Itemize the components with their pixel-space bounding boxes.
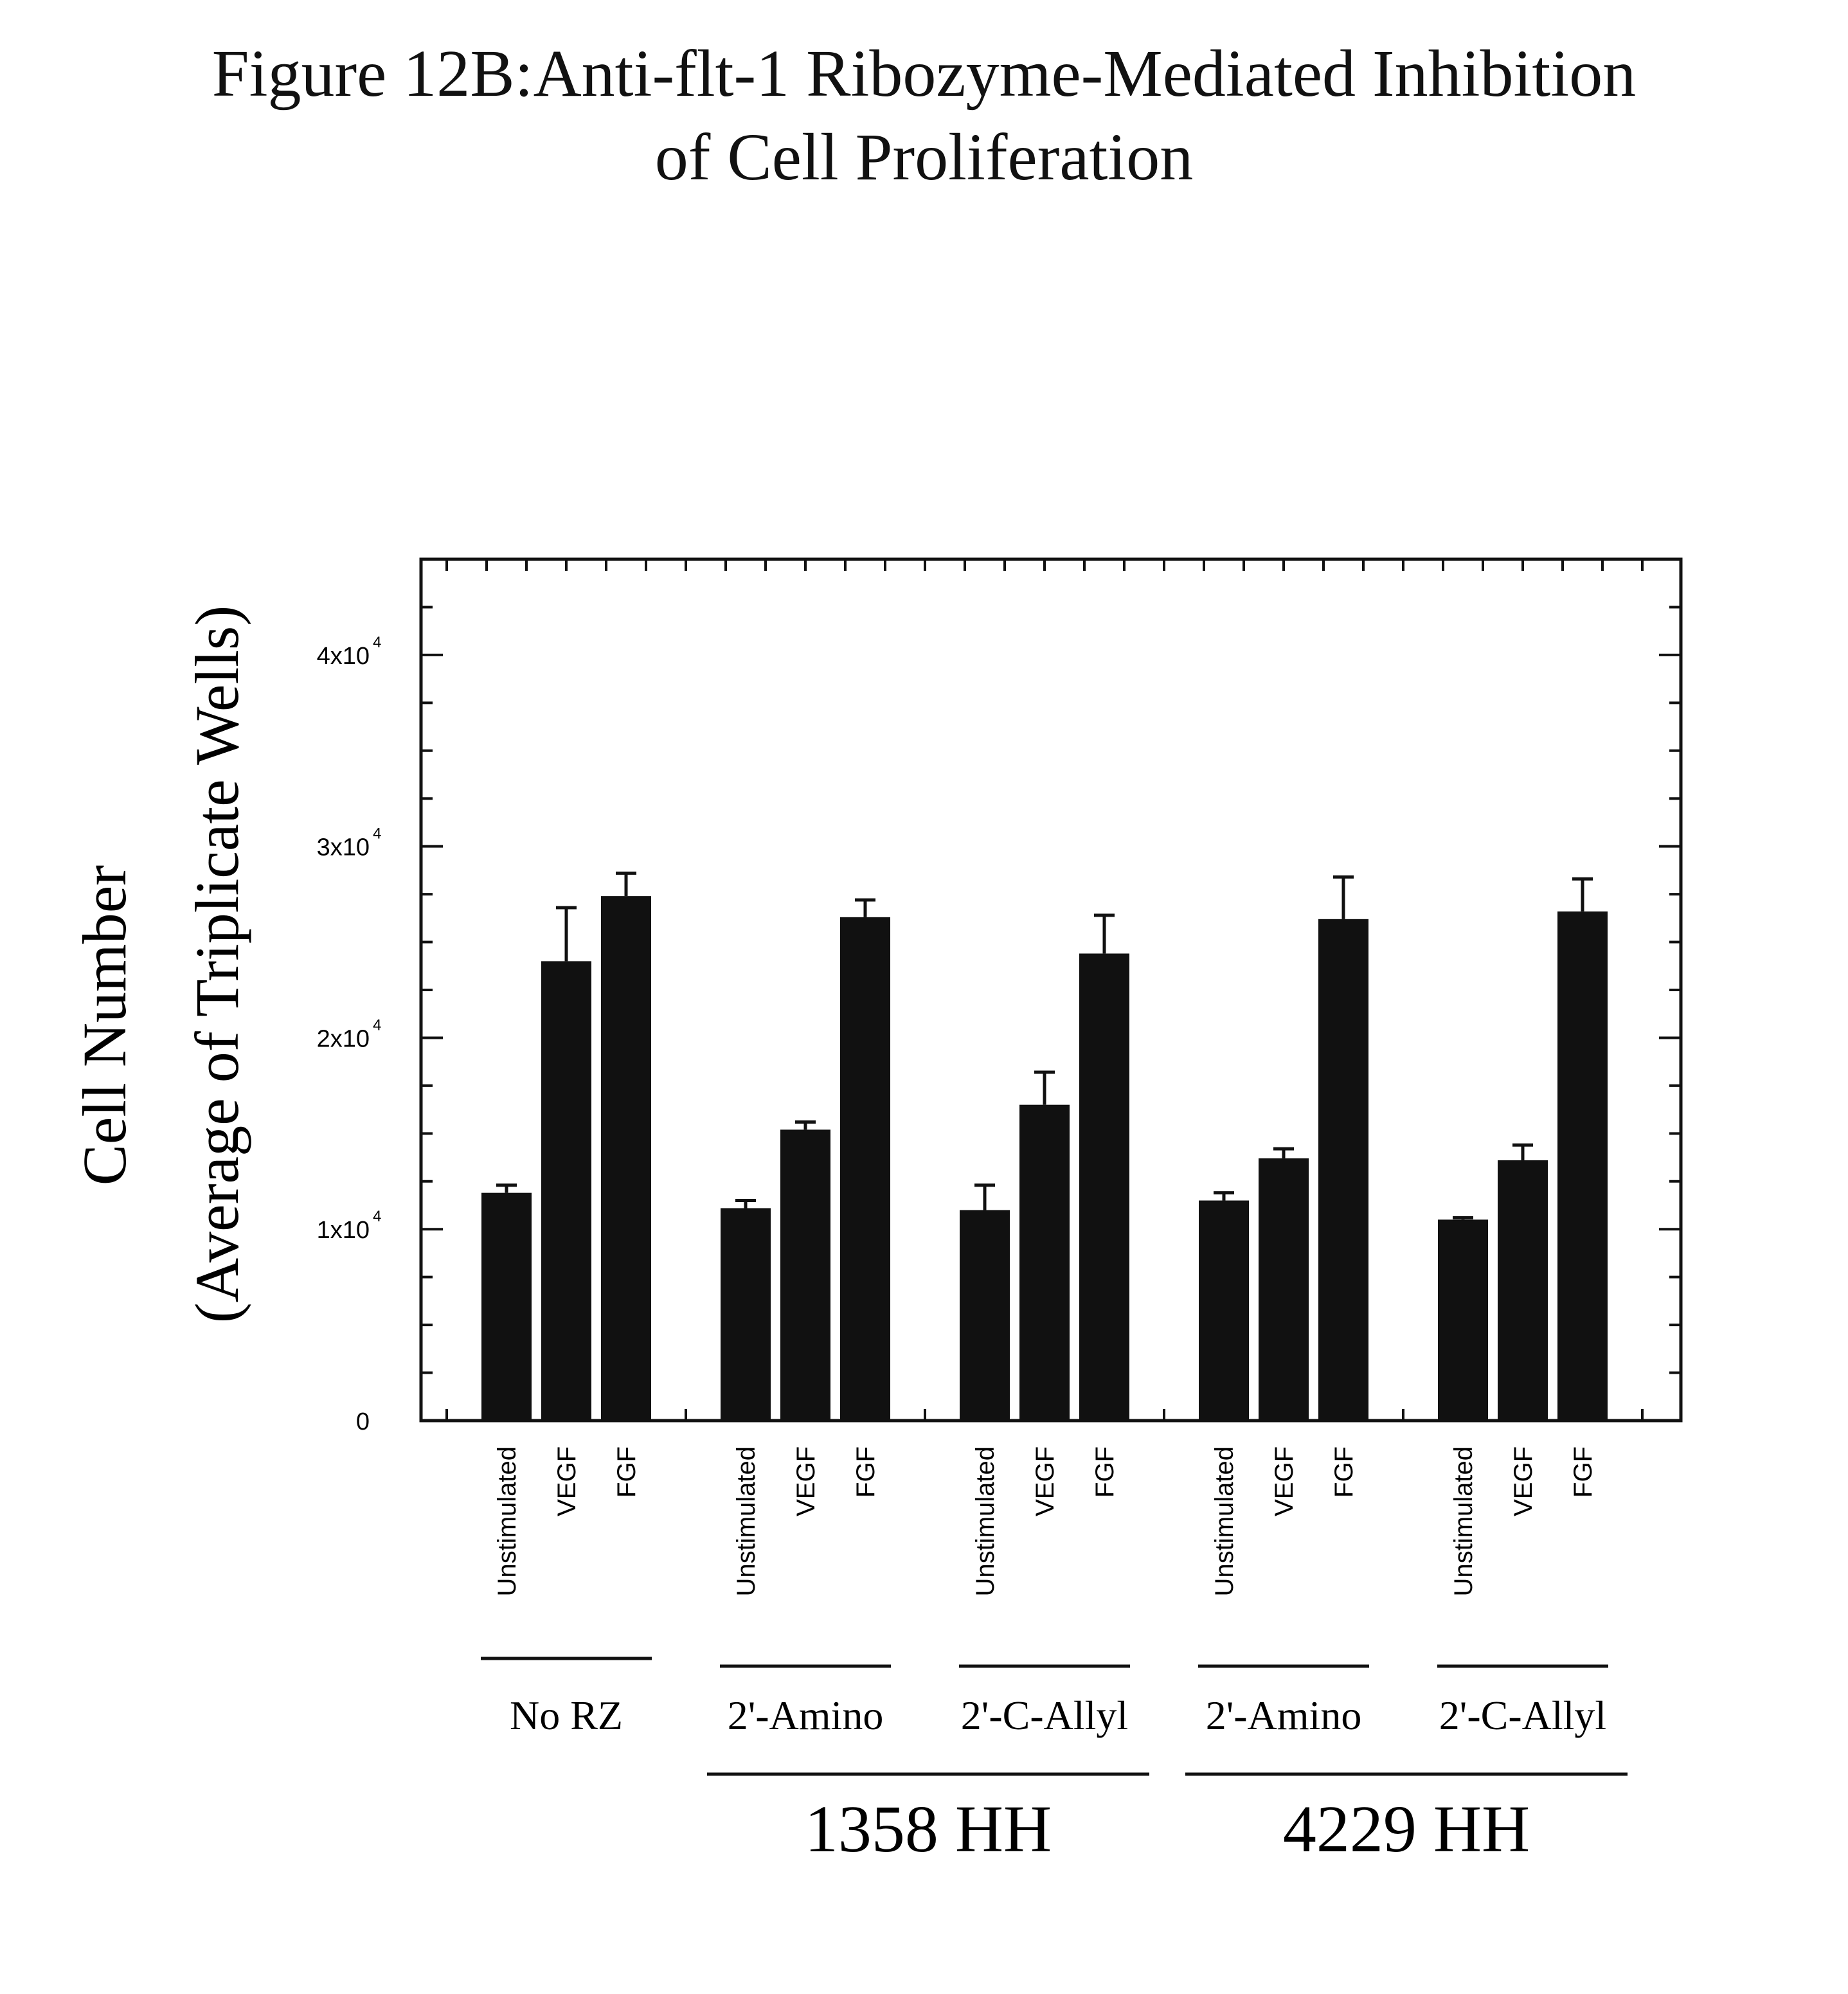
y-tick-label: 3x10 (317, 834, 370, 861)
x-category-label: FGF (852, 1446, 880, 1498)
bar (1318, 919, 1368, 1421)
group-label: 2'-Amino (728, 1693, 884, 1738)
group-label: 2'-C-Allyl (961, 1693, 1128, 1738)
bar (960, 1210, 1010, 1421)
y-tick-label: 1x10 (317, 1217, 370, 1244)
y-tick-exponent: 4 (373, 634, 381, 651)
x-category-label: VEGF (553, 1446, 581, 1516)
y-tick-exponent: 4 (373, 825, 381, 843)
bar (1019, 1104, 1070, 1421)
bar (1079, 953, 1129, 1421)
y-tick-exponent: 4 (373, 1208, 381, 1225)
x-category-label: Unstimulated (493, 1446, 521, 1596)
group-label: No RZ (510, 1693, 623, 1738)
x-category-label: Unstimulated (1449, 1446, 1478, 1596)
bar (1498, 1160, 1548, 1421)
supergroup-label: 4229 HH (1283, 1792, 1530, 1866)
x-category-label: FGF (1091, 1446, 1119, 1498)
bar (601, 896, 651, 1421)
x-category-label: Unstimulated (732, 1446, 760, 1596)
group-label: 2'-Amino (1206, 1693, 1362, 1738)
x-category-label: FGF (1569, 1446, 1597, 1498)
y-tick-exponent: 4 (373, 1016, 381, 1034)
x-category-label: Unstimulated (1210, 1446, 1239, 1596)
bar (1259, 1158, 1309, 1421)
x-category-label: FGF (613, 1446, 641, 1498)
y-tick-label: 0 (356, 1408, 370, 1435)
x-category-label: VEGF (1031, 1446, 1059, 1516)
x-category-label: VEGF (1270, 1446, 1298, 1516)
bar (1438, 1219, 1488, 1421)
y-axis-label-line1: Cell Number (70, 865, 139, 1186)
y-tick-label: 4x10 (317, 643, 370, 670)
y-tick-label: 2x10 (317, 1025, 370, 1052)
chart-title-line2: of Cell Proliferation (654, 120, 1194, 194)
x-category-label: VEGF (1509, 1446, 1538, 1516)
supergroup-label: 1358 HH (805, 1792, 1052, 1866)
x-category-label: FGF (1330, 1446, 1358, 1498)
bar (780, 1129, 830, 1421)
chart-title-line1: Figure 12B:Anti-flt-1 Ribozyme-Mediated … (211, 37, 1637, 111)
x-category-label: Unstimulated (971, 1446, 1000, 1596)
bar (541, 961, 591, 1421)
bar (1557, 911, 1608, 1421)
bar (481, 1192, 532, 1421)
bar (1199, 1200, 1249, 1421)
bar (721, 1208, 771, 1421)
bar (840, 917, 890, 1421)
y-axis-label-line2: (Average of Triplicate Wells) (183, 606, 251, 1323)
group-label: 2'-C-Allyl (1439, 1693, 1606, 1738)
x-category-label: VEGF (792, 1446, 820, 1516)
